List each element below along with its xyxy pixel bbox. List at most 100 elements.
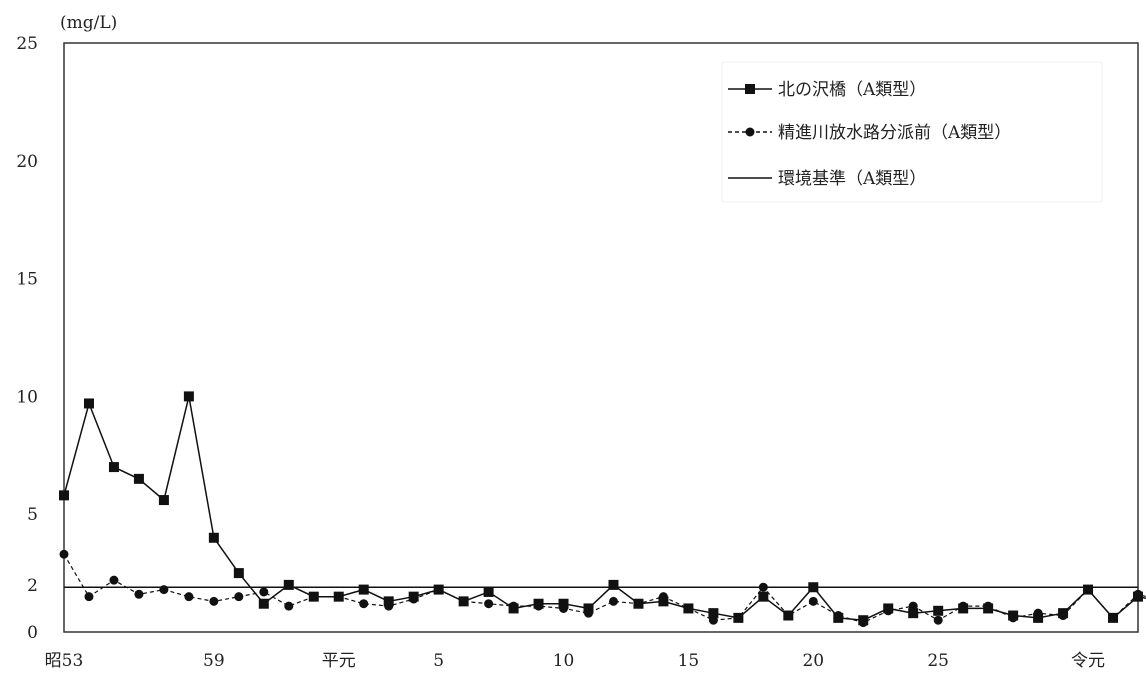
data-point-circle	[209, 596, 219, 606]
data-point-circle	[459, 596, 469, 606]
x-tick-label: 15	[678, 651, 700, 671]
series-line-shojingawa	[63, 553, 1146, 624]
y-tick-label: 5	[27, 505, 38, 525]
data-point-circle	[983, 601, 993, 611]
x-tick-label: 昭53	[45, 651, 84, 671]
data-point-circle	[683, 603, 693, 613]
y-tick-label: 25	[16, 34, 38, 54]
data-point-square	[808, 582, 819, 593]
data-point-circle	[1083, 585, 1093, 595]
legend-box	[721, 61, 1103, 203]
data-point-circle	[1108, 613, 1118, 623]
data-point-circle	[733, 613, 743, 623]
data-point-square	[908, 608, 919, 619]
data-point-circle	[384, 601, 394, 611]
data-point-circle	[808, 596, 818, 606]
data-point-circle	[633, 599, 643, 609]
data-point-circle	[883, 606, 893, 616]
x-tick-label: 10	[553, 651, 575, 671]
legend-label-kitanosawa: 北の沢橋（A類型）	[778, 80, 926, 100]
x-tick-label: 25	[927, 651, 949, 671]
data-point-circle	[933, 615, 943, 625]
data-point-square	[258, 598, 269, 609]
data-point-square	[608, 579, 619, 590]
data-point-square	[183, 391, 194, 402]
y-tick-label: 10	[16, 387, 38, 407]
data-point-circle	[309, 592, 319, 602]
data-point-circle	[658, 592, 668, 602]
data-point-circle	[584, 608, 594, 618]
data-point-square	[383, 596, 394, 607]
data-point-square	[658, 596, 669, 607]
data-point-square	[758, 591, 769, 602]
x-tick-label: 平元	[322, 651, 356, 671]
data-point-circle	[184, 592, 194, 602]
data-point-circle	[1008, 613, 1018, 623]
legend-entry-shojingawa: 精進川放水路分派前（A類型）	[728, 123, 1011, 143]
data-point-circle	[608, 596, 618, 606]
data-point-circle	[559, 603, 569, 613]
legend-circle-marker	[745, 127, 755, 137]
data-point-circle	[708, 615, 718, 625]
data-point-circle	[908, 601, 918, 611]
data-point-square	[283, 579, 294, 590]
x-tick-label: 20	[802, 651, 824, 671]
data-point-square	[558, 598, 569, 609]
data-point-square	[583, 603, 594, 614]
data-point-circle	[958, 601, 968, 611]
data-point-circle	[783, 611, 793, 621]
data-point-circle	[1133, 589, 1143, 599]
legend-label-standard: 環境基準（A類型）	[778, 169, 926, 189]
data-point-circle	[134, 589, 144, 599]
plot-area	[63, 42, 1139, 633]
x-tick-label: 59	[203, 651, 225, 671]
legend-square-marker	[745, 84, 755, 94]
data-point-circle	[409, 594, 419, 604]
data-point-circle	[1058, 611, 1068, 621]
data-point-square	[358, 584, 369, 595]
data-point-square	[1033, 612, 1044, 623]
data-point-circle	[434, 585, 444, 595]
data-point-square	[83, 398, 94, 409]
data-point-square	[158, 495, 169, 506]
legend-label-shojingawa: 精進川放水路分派前（A類型）	[778, 123, 1011, 143]
data-point-circle	[334, 592, 344, 602]
data-point-square	[933, 605, 944, 616]
data-point-square	[708, 608, 719, 619]
x-tick-label: 5	[433, 651, 444, 671]
legend-entry-kitanosawa: 北の沢橋（A類型）	[728, 80, 926, 100]
x-tick-label: 令元	[1071, 651, 1105, 671]
y-unit-label: (mg/L)	[60, 13, 117, 33]
legend: 北の沢橋（A類型） 精進川放水路分派前（A類型） 環境基準（A類型）	[721, 61, 1103, 203]
data-point-circle	[484, 599, 494, 609]
data-point-square	[59, 490, 69, 501]
data-point-square	[483, 586, 494, 597]
y-tick-label: 2	[27, 576, 38, 596]
data-point-circle	[234, 592, 244, 602]
data-point-square	[208, 532, 219, 543]
data-point-circle	[284, 601, 294, 611]
x-axis-ticks: 昭53 59 平元 5 10 15 20 25 令元	[45, 651, 1105, 671]
data-point-circle	[59, 549, 69, 559]
data-point-circle	[359, 599, 369, 609]
y-tick-label: 0	[27, 623, 38, 643]
data-point-circle	[109, 575, 119, 585]
data-point-circle	[534, 601, 544, 611]
data-point-square	[233, 568, 244, 579]
data-point-circle	[84, 592, 94, 602]
y-tick-label: 20	[16, 152, 38, 172]
data-point-circle	[858, 618, 868, 628]
series-layer	[59, 391, 1146, 628]
data-point-circle	[833, 611, 843, 621]
legend-entry-standard: 環境基準（A類型）	[728, 169, 926, 189]
data-point-circle	[509, 601, 519, 611]
data-point-square	[133, 473, 144, 484]
data-point-circle	[1033, 608, 1043, 618]
data-point-circle	[758, 582, 768, 592]
data-point-circle	[159, 585, 169, 595]
data-point-square	[108, 462, 119, 473]
y-tick-label: 15	[16, 270, 38, 290]
data-point-circle	[259, 587, 269, 597]
